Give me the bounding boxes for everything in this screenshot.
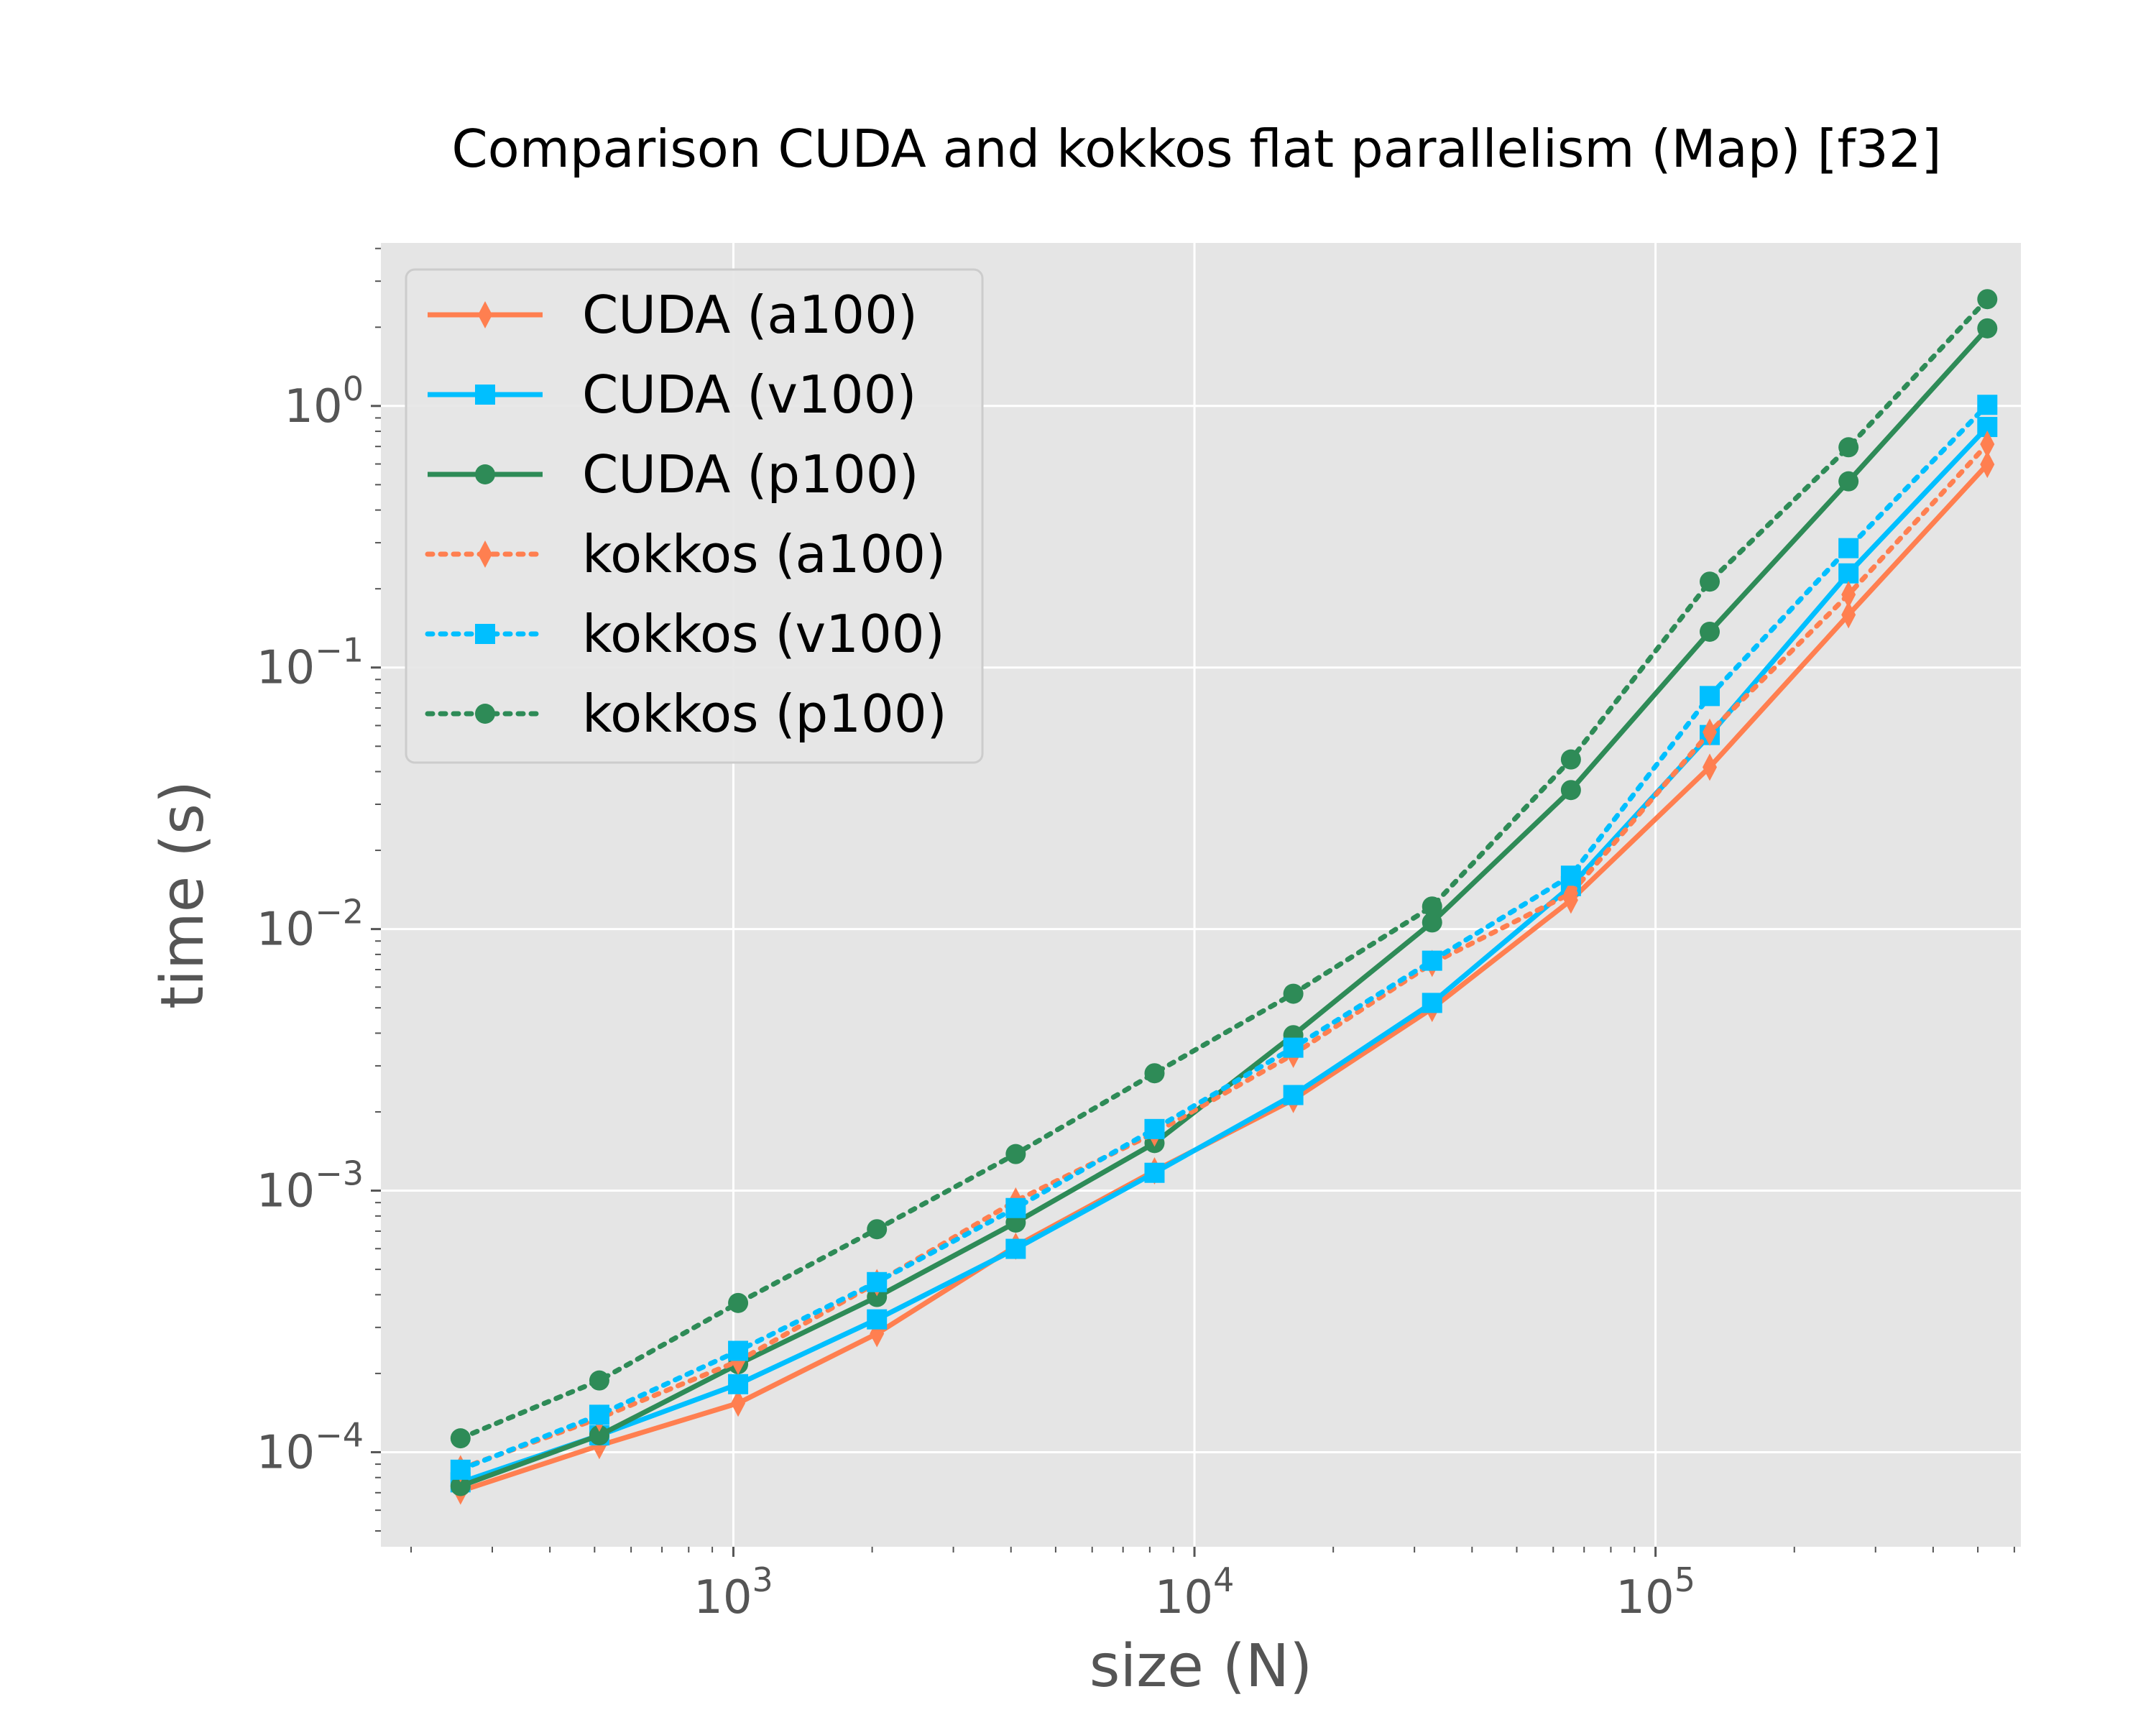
minor-ticks bbox=[375, 247, 2015, 1552]
legend-marker bbox=[475, 624, 495, 644]
data-point bbox=[589, 1370, 609, 1391]
y-tick-label: 100 bbox=[284, 369, 364, 433]
data-point bbox=[1977, 395, 1998, 415]
legend-label: CUDA (a100) bbox=[582, 285, 918, 345]
data-point bbox=[867, 1309, 888, 1330]
legend-label: CUDA (v100) bbox=[582, 364, 917, 425]
legend-entry: kokkos (v100) bbox=[425, 604, 945, 664]
data-point bbox=[450, 1476, 471, 1496]
legend-entry: CUDA (p100) bbox=[428, 444, 919, 505]
legend-entry: kokkos (p100) bbox=[425, 684, 947, 744]
data-point bbox=[589, 1425, 609, 1445]
y-tick-label: 10−3 bbox=[257, 1154, 364, 1218]
data-point bbox=[1422, 896, 1442, 917]
data-point bbox=[1977, 318, 1998, 339]
data-point bbox=[1422, 950, 1442, 971]
data-point bbox=[728, 1292, 749, 1313]
legend-box bbox=[405, 268, 984, 764]
data-point bbox=[867, 1271, 888, 1292]
y-tick-label: 10−4 bbox=[257, 1415, 364, 1479]
data-point bbox=[1560, 780, 1581, 801]
x-axis-label: size (N) bbox=[1089, 1632, 1312, 1701]
data-point bbox=[728, 1374, 749, 1394]
series-line bbox=[458, 441, 1990, 1471]
data-point bbox=[1838, 437, 1859, 458]
data-point bbox=[728, 1340, 749, 1361]
series-layer bbox=[450, 289, 1998, 1505]
data-point bbox=[1838, 563, 1859, 584]
y-tick-label: 10−2 bbox=[257, 893, 364, 957]
y-axis: 10−4 10−3 10−2 10−1 100 bbox=[257, 369, 381, 1479]
data-point bbox=[1283, 1037, 1304, 1058]
data-point bbox=[450, 1459, 471, 1480]
data-point bbox=[1980, 431, 1995, 459]
x-tick-label: 103 bbox=[694, 1560, 773, 1624]
data-point bbox=[867, 1219, 888, 1240]
data-point bbox=[1005, 1197, 1026, 1218]
data-point bbox=[1700, 571, 1720, 592]
data-point bbox=[1703, 718, 1718, 746]
data-point bbox=[1841, 601, 1856, 629]
legend-entry: kokkos (a100) bbox=[425, 524, 946, 584]
series-line bbox=[458, 402, 1990, 1473]
data-point bbox=[1838, 471, 1859, 492]
data-point bbox=[1283, 983, 1304, 1004]
data-point bbox=[1144, 1162, 1165, 1183]
data-point bbox=[1144, 1063, 1165, 1084]
data-point bbox=[1005, 1238, 1026, 1259]
legend-label: kokkos (a100) bbox=[582, 524, 946, 584]
data-point bbox=[589, 1404, 609, 1425]
x-axis: 103 104 105 bbox=[694, 1547, 1695, 1624]
legend-marker bbox=[475, 464, 495, 484]
y-tick-label: 10−1 bbox=[257, 631, 364, 695]
x-tick-label: 104 bbox=[1155, 1560, 1235, 1624]
legend: CUDA (a100) CUDA (v100) CUDA (p100) kokkos … bbox=[405, 268, 984, 764]
legend-label: kokkos (v100) bbox=[582, 604, 945, 664]
data-point bbox=[1422, 912, 1442, 933]
x-tick-label: 105 bbox=[1616, 1560, 1695, 1624]
data-point bbox=[1563, 879, 1578, 907]
data-point bbox=[1980, 451, 1995, 479]
data-point bbox=[1005, 1144, 1026, 1164]
data-point bbox=[1283, 1085, 1304, 1105]
y-axis-label: time (s) bbox=[149, 781, 217, 1009]
data-point bbox=[1700, 686, 1720, 707]
legend-marker bbox=[475, 385, 495, 405]
data-point bbox=[1700, 621, 1720, 642]
legend-label: kokkos (p100) bbox=[582, 684, 947, 744]
data-point bbox=[1838, 538, 1859, 558]
legend-entry: CUDA (a100) bbox=[428, 285, 918, 345]
data-point bbox=[1422, 993, 1442, 1013]
chart-title: Comparison CUDA and kokkos flat parallel… bbox=[451, 119, 1941, 179]
legend-marker bbox=[475, 704, 495, 724]
series-kokkos-p100 bbox=[450, 289, 1998, 1449]
data-point bbox=[1560, 749, 1581, 770]
data-point bbox=[1703, 753, 1718, 781]
series-line bbox=[458, 296, 1990, 1441]
legend-label: CUDA (p100) bbox=[582, 444, 919, 505]
data-point bbox=[450, 1428, 471, 1449]
legend-marker bbox=[478, 301, 492, 328]
data-point bbox=[1841, 581, 1856, 609]
data-point bbox=[1560, 865, 1581, 886]
data-point bbox=[1144, 1118, 1165, 1139]
series-kokkos-v100 bbox=[450, 395, 1998, 1480]
data-point bbox=[731, 1389, 746, 1417]
legend-entry: CUDA (v100) bbox=[428, 364, 917, 425]
legend-marker bbox=[478, 540, 492, 568]
data-point bbox=[1977, 289, 1998, 310]
